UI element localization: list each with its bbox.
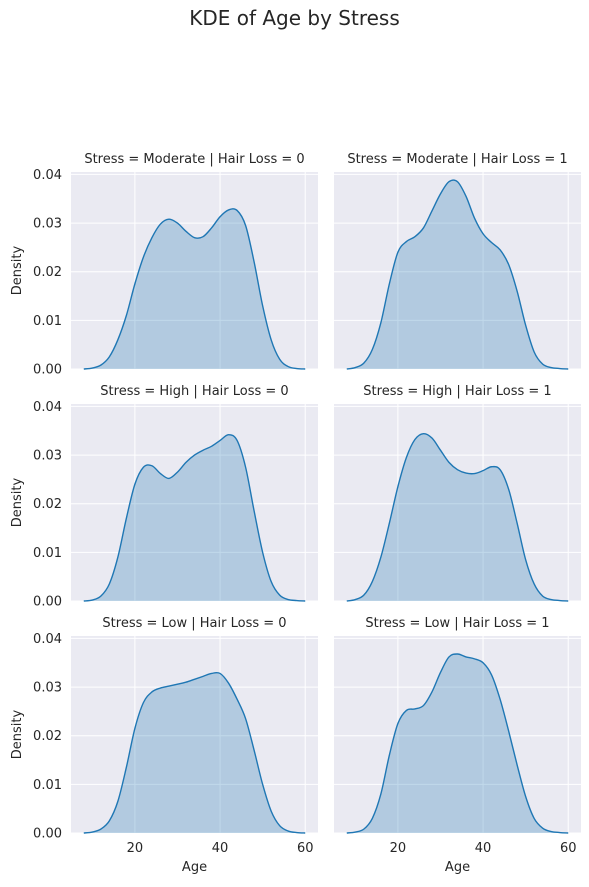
facet-panel: Stress = Moderate | Hair Loss = 0 0.00 0.0… <box>10 152 318 378</box>
panel-background <box>71 636 318 833</box>
facet-panel: Stress = High | Hair Loss = 1 <box>334 384 581 602</box>
y-tick-label: 0.01 <box>33 546 62 561</box>
x-tick-label: 20 <box>390 841 407 856</box>
panel-title: Stress = Low | Hair Loss = 1 <box>365 616 549 631</box>
y-axis-label: Density <box>10 245 25 295</box>
y-tick-label: 0.00 <box>33 363 62 378</box>
x-tick-label: 40 <box>212 841 229 856</box>
facet-panel: Stress = Moderate | Hair Loss = 1 <box>334 152 581 370</box>
panel-background <box>71 404 318 601</box>
y-tick-label: 0.04 <box>33 400 62 415</box>
kde-line <box>83 671 306 834</box>
panel-background <box>71 172 318 369</box>
x-axis-label: Age <box>445 860 470 875</box>
kde-line <box>83 208 306 370</box>
x-tick-label: 40 <box>475 841 492 856</box>
figure-title: KDE of Age by Stress <box>189 6 400 30</box>
y-axis-label: Density <box>10 477 25 527</box>
y-tick-label: 0.03 <box>33 217 62 232</box>
kde-area <box>346 653 569 833</box>
kde-line <box>346 432 569 602</box>
y-tick-label: 0.01 <box>33 778 62 793</box>
facet-panel: Stress = Low | Hair Loss = 0 0.00 0.01 0.02… <box>10 616 318 875</box>
kde-area <box>83 672 306 833</box>
panel-title: Stress = High | Hair Loss = 1 <box>363 384 551 399</box>
panel-background <box>334 172 581 369</box>
y-tick-label: 0.01 <box>33 314 62 329</box>
kde-area <box>346 433 569 601</box>
kde-area <box>83 434 306 601</box>
y-tick-label: 0.04 <box>33 168 62 183</box>
y-tick-label: 0.02 <box>33 497 62 512</box>
panel-title: Stress = High | Hair Loss = 0 <box>100 384 288 399</box>
y-tick-label: 0.02 <box>33 729 62 744</box>
panel-background <box>334 636 581 833</box>
x-tick-label: 60 <box>297 841 314 856</box>
y-tick-label: 0.04 <box>33 632 62 647</box>
y-tick-label: 0.03 <box>33 681 62 696</box>
y-tick-label: 0.00 <box>33 827 62 842</box>
x-tick-label: 20 <box>127 841 144 856</box>
kde-line <box>83 433 306 602</box>
facet-panel: Stress = High | Hair Loss = 0 0.00 0.01 0.0… <box>10 384 318 610</box>
x-tick-label: 60 <box>560 841 577 856</box>
kde-line <box>346 179 569 370</box>
panel-title: Stress = Moderate | Hair Loss = 1 <box>347 152 567 167</box>
panel-title: Stress = Moderate | Hair Loss = 0 <box>84 152 304 167</box>
kde-area <box>346 180 569 369</box>
kde-area <box>83 208 306 369</box>
facet-panel: Stress = Low | Hair Loss = 1 20 40 60 Age <box>334 616 581 875</box>
x-axis-label: Age <box>182 860 207 875</box>
panel-title: Stress = Low | Hair Loss = 0 <box>102 616 286 631</box>
y-tick-label: 0.00 <box>33 595 62 610</box>
y-tick-label: 0.03 <box>33 449 62 464</box>
y-tick-label: 0.02 <box>33 265 62 280</box>
y-axis-label: Density <box>10 709 25 759</box>
panel-background <box>334 404 581 601</box>
kde-line <box>346 653 569 834</box>
